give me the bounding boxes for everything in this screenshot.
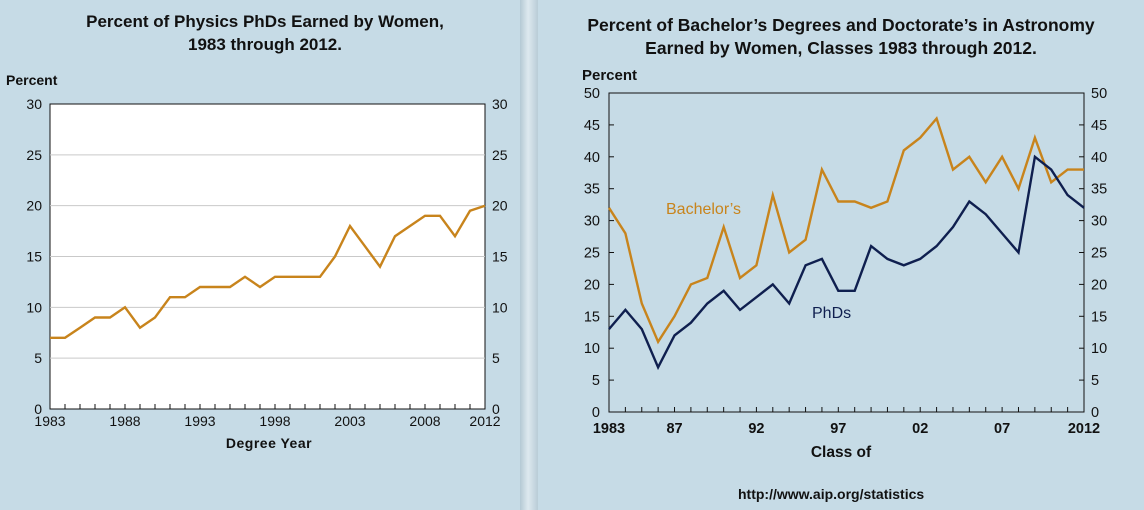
x-tick-label: 1983 — [34, 413, 65, 429]
y-tick-label-left: 40 — [584, 150, 600, 166]
y-tick-label-left: 20 — [26, 198, 42, 214]
physics-phd-chart: 0 0 5 5 10 10 15 15 20 20 25 25 30 30 1983 1988 1993 1998… — [6, 72, 508, 451]
series-line-bachelors — [607, 116, 1084, 345]
y-tick-label-right: 40 — [1091, 150, 1107, 166]
y-tick-label-right: 30 — [492, 96, 508, 112]
x-tick-label: 07 — [994, 421, 1010, 437]
y-tick-label-right: 10 — [1091, 341, 1107, 357]
plot-area — [608, 92, 1085, 413]
y-tick-label-right: 25 — [1091, 246, 1107, 262]
y-tick-label-right: 30 — [1091, 214, 1107, 230]
x-axis-title: Class of — [811, 444, 872, 461]
y-tick-label-right: 20 — [492, 198, 508, 214]
x-tick-label: 92 — [748, 421, 764, 437]
y-tick-label-left: 10 — [584, 341, 600, 357]
y-tick-label-left: 45 — [584, 118, 600, 134]
left-chart-title-line2: 1983 through 2012. — [187, 35, 342, 54]
series-line-phds — [50, 204, 486, 339]
left-chart-title-line1: Percent of Physics PhDs Earned by Women, — [86, 12, 444, 31]
astronomy-degrees-chart: 0 0 5 5 10 10 15 15 20 20 25 25 30 30 35 35 40 40 45 45 50 50… — [582, 67, 1107, 461]
x-tick-label: 2003 — [334, 413, 365, 429]
x-axis-title: Degree Year — [226, 435, 312, 451]
y-tick-label-left: 35 — [584, 182, 600, 198]
y-tick-label-left: 15 — [26, 249, 42, 265]
y-tick-label-right: 10 — [492, 299, 508, 315]
x-tick-label: 1993 — [184, 413, 215, 429]
y-tick-label-left: 5 — [34, 350, 42, 366]
y-tick-label-left: 50 — [584, 86, 600, 102]
y-tick-label-left: 30 — [26, 96, 42, 112]
y-tick-label-right: 0 — [492, 401, 500, 417]
label-bachelors: Bachelor’s — [666, 201, 741, 218]
source-url: http://www.aip.org/statistics — [738, 486, 925, 502]
x-tick-label: 1983 — [593, 421, 625, 437]
y-tick-label-left: 25 — [584, 246, 600, 262]
x-tick-label: 02 — [912, 421, 928, 437]
label-phds: PhDs — [812, 305, 851, 322]
y-tick-label-left: 15 — [584, 309, 600, 325]
y-tick-label-right: 50 — [1091, 86, 1107, 102]
y-tick-label-right: 15 — [492, 249, 508, 265]
y-tick-label-left: 0 — [592, 405, 600, 421]
left-chart-panel: Percent of Physics PhDs Earned by Women,… — [0, 0, 520, 510]
y-tick-label-right: 15 — [1091, 309, 1107, 325]
y-tick-label-left: 10 — [26, 299, 42, 315]
right-chart-title-line2: Earned by Women, Classes 1983 through 20… — [645, 38, 1037, 58]
y-tick-label-right: 25 — [492, 147, 508, 163]
x-tick-label: 1988 — [109, 413, 140, 429]
x-tick-label: 2012 — [469, 413, 500, 429]
y-tick-label-right: 5 — [1091, 373, 1099, 389]
right-chart-panel: Percent of Bachelor’s Degrees and Doctor… — [538, 0, 1144, 510]
y-tick-label-left: 0 — [34, 401, 42, 417]
series-line-phds — [608, 154, 1085, 371]
y-tick-label-right: 5 — [492, 350, 500, 366]
x-tick-label: 2008 — [409, 413, 440, 429]
y-tick-label-left: 20 — [584, 277, 600, 293]
x-tick-label: 87 — [666, 421, 682, 437]
y-tick-label-left: 25 — [26, 147, 42, 163]
right-chart-title-line1: Percent of Bachelor’s Degrees and Doctor… — [587, 15, 1095, 35]
y-tick-label-right: 20 — [1091, 277, 1107, 293]
y-tick-label-right: 0 — [1091, 405, 1099, 421]
y-tick-label-left: 5 — [592, 373, 600, 389]
x-tick-label: 1998 — [259, 413, 290, 429]
panel-divider — [520, 0, 538, 510]
x-tick-label: 97 — [830, 421, 846, 437]
y-tick-label-right: 45 — [1091, 118, 1107, 134]
right-chart-title: Percent of Bachelor’s Degrees and Doctor… — [538, 14, 1144, 60]
y-tick-label-left: 30 — [584, 214, 600, 230]
left-chart-title: Percent of Physics PhDs Earned by Women,… — [10, 10, 520, 56]
y-axis-title: Percent — [6, 72, 58, 88]
y-tick-label-right: 35 — [1091, 182, 1107, 198]
y-axis-title: Percent — [582, 67, 637, 84]
x-tick-label: 2012 — [1068, 421, 1100, 437]
